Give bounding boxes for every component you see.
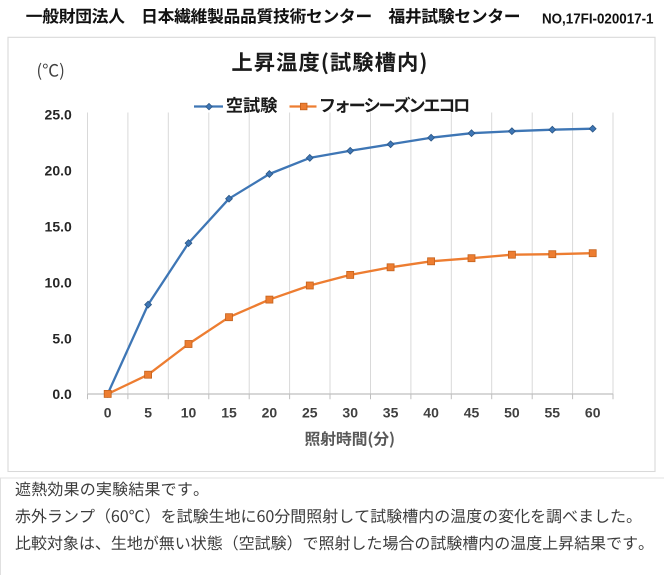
svg-text:0.0: 0.0 [52,386,72,402]
svg-text:45: 45 [464,405,480,421]
svg-text:20: 20 [262,405,278,421]
svg-text:10: 10 [181,405,197,421]
svg-text:5: 5 [144,405,152,421]
svg-text:60: 60 [585,405,601,421]
svg-text:55: 55 [545,405,561,421]
svg-text:10.0: 10.0 [45,274,72,290]
svg-text:15.0: 15.0 [45,218,72,234]
svg-text:NO,17FI-020017-1: NO,17FI-020017-1 [542,10,654,27]
svg-text:35: 35 [383,405,399,421]
svg-text:30: 30 [342,405,358,421]
svg-text:5.0: 5.0 [52,330,72,346]
svg-text:40: 40 [423,405,439,421]
svg-text:15: 15 [221,405,237,421]
svg-text:25: 25 [302,405,318,421]
svg-text:50: 50 [504,405,520,421]
svg-text:0: 0 [104,405,112,421]
svg-text:20.0: 20.0 [45,163,72,179]
svg-text:25.0: 25.0 [45,107,72,123]
